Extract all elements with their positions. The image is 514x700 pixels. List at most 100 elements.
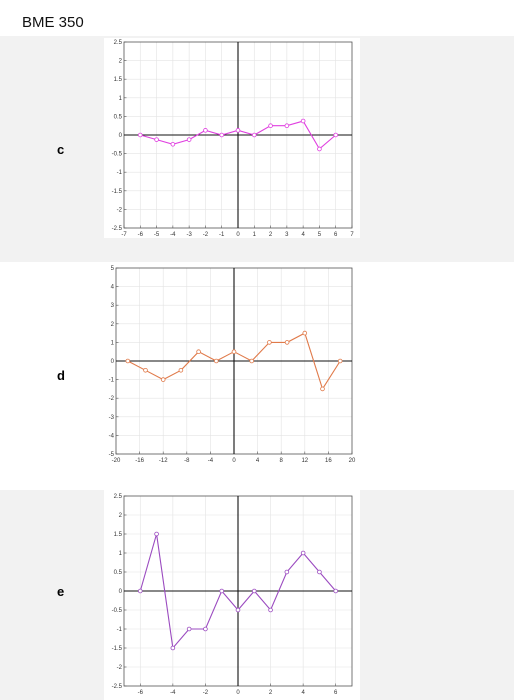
chart-e-svg: -6 -4 -2 0 2 4 6 -2.5 -2 -1.5 -1 -0.5 0 0.5 1 1.5 2 2.5 [112,494,353,696]
chart-c-ytick-label: 1 [119,96,123,102]
chart-d-xtick-label: 4 [256,458,260,464]
chart-e-data-point [251,588,257,594]
chart-d-ytick-label: 2 [111,322,115,328]
panel-label-e: e [57,584,65,599]
chart-d-data-point [284,340,290,345]
chart-c-xtick-label: 2 [269,232,273,238]
chart-c-ytick-label: -1.5 [112,189,123,195]
chart-d-xtick-label: 0 [232,458,236,464]
chart-d-xtick-label: -12 [159,458,168,464]
chart-d-data-point [143,368,148,373]
chart-e-xtick-label: -2 [203,690,209,696]
chart-c-xtick-label: -5 [154,232,160,238]
chart-c-xtick-label: -2 [203,232,209,238]
chart-d-xtick-label: -8 [184,458,190,464]
chart-e-data-point [300,550,306,556]
chart-e-ytick-label: -0.5 [112,608,123,614]
chart-c-ytick-label: 2.5 [114,40,123,46]
chart-d-ytick-label: 4 [111,285,115,291]
chart-d-data-point [249,358,255,364]
chart-e-ytick-label: -2.5 [112,684,123,690]
chart-c-data-point [203,128,208,133]
chart-d-data-point [302,330,308,336]
chart-e-xtick-label: 6 [334,690,338,696]
chart-e-ytick-label: 2 [119,513,123,519]
chart-e-data-point [333,588,339,594]
chart-d: -20 -16 -12 -8 -4 0 4 8 12 16 20 -5 -4 -3 -2 -1 0 1 2 3 4 5 [102,262,360,472]
chart-c-data-point [154,137,159,142]
chart-c-xtick-label: -7 [121,232,127,238]
chart-d-ytick-label: 0 [111,359,115,365]
document-title: BME 350 [22,14,84,31]
chart-e-ytick-label: -1 [117,627,123,633]
chart-c-ytick-label: -0.5 [112,152,123,158]
chart-e-ytick-label: -1.5 [112,646,123,652]
chart-d-data-point [231,349,237,354]
chart-d-xtick-label: -16 [135,458,144,464]
chart-c-ytick-label: -2.5 [112,226,123,232]
chart-e-ytick-label: 1.5 [114,532,123,538]
chart-c-xtick-label: 5 [318,232,322,238]
chart-d-ytick-label: -4 [109,433,115,439]
chart-e-xtick-label: -4 [170,690,176,696]
chart-c-ytick-label: 0.5 [114,114,123,120]
chart-e-xtick-label: 2 [269,690,273,696]
chart-c-data-point [235,128,241,133]
chart-e-data-point [219,588,225,594]
chart-c-xtick-label: 1 [253,232,257,238]
chart-c-xtick-label: 4 [301,232,305,238]
chart-d-data-point [320,386,325,392]
chart-c-ytick-label: -2 [117,207,123,213]
chart-c-data-point [170,142,176,147]
chart-d-xtick-label: 12 [301,458,308,464]
chart-c-ytick-label: 0 [119,133,123,139]
chart-d-data-point [196,349,201,354]
chart-e-ytick-label: 0 [119,589,123,595]
chart-e-data-point [154,531,159,537]
chart-c-data-point [300,118,306,124]
chart-e-data-point [186,626,192,632]
chart-d-ytick-label: 3 [111,303,115,309]
chart-e-data-point [235,607,241,613]
chart-d-ytick-label: -2 [109,396,115,402]
chart-c-ytick-label: 2 [119,59,123,65]
chart-e-xtick-label: -6 [138,690,144,696]
chart-e-data-point [317,569,322,575]
chart-d-xtick-label: 16 [325,458,332,464]
chart-e-ytick-label: 0.5 [114,570,123,576]
chart-c-ytick-label: -1 [117,170,123,176]
chart-d-ytick-label: -5 [109,452,115,458]
chart-e-data-point [284,569,290,575]
chart-d-xtick-label: -4 [208,458,214,464]
chart-c-xtick-label: -1 [219,232,225,238]
chart-d-data-point [214,358,219,364]
chart-c-xtick-label: 6 [334,232,338,238]
chart-d-data-point [178,368,184,373]
chart-e-ytick-label: -2 [117,665,123,671]
chart-d-data-point [337,358,343,364]
chart-d-data-point [267,340,272,345]
chart-e-xtick-label: 4 [301,690,305,696]
chart-c-xtick-label: -3 [186,232,192,238]
chart-e-data-point [203,626,208,632]
chart-e-ytick-label: 2.5 [114,494,123,500]
chart-e: -6 -4 -2 0 2 4 6 -2.5 -2 -1.5 -1 -0.5 0 0.5 1 1.5 2 2.5 [104,490,360,700]
chart-d-ytick-label: -3 [109,415,115,421]
chart-d-ytick-label: -1 [109,378,115,384]
chart-c-data-point [137,132,143,138]
chart-c-data-point [251,132,257,138]
chart-e-data-point [268,607,273,613]
chart-c-xtick-label: 3 [285,232,289,238]
panel-label-d: d [57,368,65,383]
chart-c-xtick-label: -4 [170,232,176,238]
chart-d-xtick-label: 20 [349,458,356,464]
chart-c-ytick-label: 1.5 [114,77,123,83]
chart-c-data-point [284,123,290,128]
chart-d-ytick-label: 5 [111,266,115,272]
chart-c: -7 -6 -5 -4 -3 -2 -1 0 1 2 3 4 5 6 7 -2.5 -2 -1.5 -1 -0.5 0 0… [104,38,360,238]
chart-d-xtick-label: -20 [112,458,121,464]
chart-c-data-point [333,132,339,138]
chart-e-xtick-label: 0 [236,690,240,696]
chart-d-ytick-label: 1 [111,340,115,346]
